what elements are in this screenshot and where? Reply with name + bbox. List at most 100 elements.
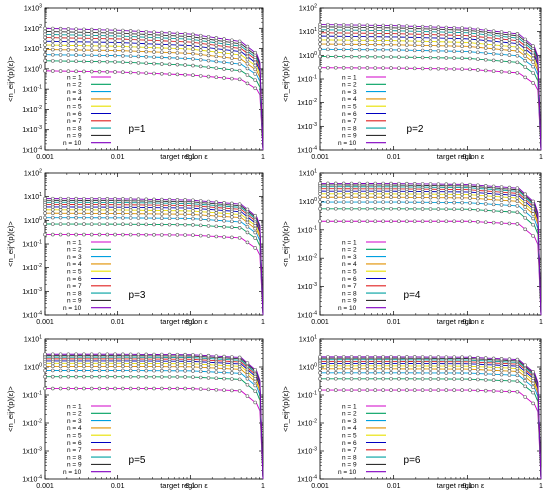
data-point xyxy=(357,28,362,33)
data-point xyxy=(191,63,195,68)
data-point xyxy=(105,222,110,226)
legend-label: n = 4 xyxy=(67,96,82,103)
data-point xyxy=(175,51,180,55)
data-point xyxy=(389,42,393,47)
data-point xyxy=(341,388,346,392)
data-point xyxy=(121,70,125,74)
data-point xyxy=(105,352,110,357)
series-6 xyxy=(318,189,542,316)
data-point xyxy=(191,369,195,373)
data-point xyxy=(499,47,504,52)
data-point xyxy=(412,200,417,204)
data-point xyxy=(183,222,187,227)
data-point xyxy=(428,207,433,211)
data-point xyxy=(491,184,496,189)
legend-label: n = 8 xyxy=(67,290,82,297)
data-point xyxy=(237,215,242,220)
data-point xyxy=(357,376,362,381)
data-point xyxy=(515,389,520,394)
data-point xyxy=(452,377,456,381)
data-point xyxy=(452,388,456,392)
series-10 xyxy=(43,352,264,480)
legend-label: n = 10 xyxy=(338,140,357,147)
data-point xyxy=(58,53,63,57)
data-point xyxy=(97,368,102,373)
chart-panel-2: 1x10-4 1x10-3 1x10-2 1x10-1 1x100 1x101 1x102 0… xyxy=(281,4,543,162)
y-tick-label: 1x10-2 xyxy=(22,263,42,272)
data-point xyxy=(491,29,496,33)
data-point xyxy=(191,223,195,227)
data-point xyxy=(74,215,78,220)
data-point xyxy=(105,28,110,32)
data-point xyxy=(507,357,512,361)
data-point xyxy=(334,34,338,39)
data-point xyxy=(357,47,362,52)
data-point xyxy=(136,352,141,357)
data-point xyxy=(128,222,133,227)
data-point xyxy=(245,230,250,235)
data-point xyxy=(121,211,125,216)
data-point xyxy=(436,56,441,60)
series-9 xyxy=(43,29,264,151)
data-point xyxy=(175,198,180,202)
data-point xyxy=(136,71,141,75)
x-tick-label: 0.1 xyxy=(462,154,472,161)
data-point xyxy=(152,42,156,46)
data-point xyxy=(144,41,148,46)
data-point xyxy=(405,48,409,52)
data-point xyxy=(444,195,449,200)
data-point xyxy=(341,367,346,371)
data-point xyxy=(198,52,203,57)
data-point xyxy=(89,40,94,44)
data-point xyxy=(515,32,520,36)
data-point xyxy=(357,388,362,392)
data-point xyxy=(476,38,480,42)
data-point xyxy=(452,182,456,187)
data-point xyxy=(357,31,362,35)
data-point xyxy=(206,199,211,204)
data-point xyxy=(326,38,330,42)
data-point xyxy=(105,232,110,237)
data-point xyxy=(245,394,250,398)
data-point xyxy=(460,219,464,224)
data-point xyxy=(167,386,172,391)
series-4 xyxy=(43,47,264,151)
data-point xyxy=(160,375,164,379)
data-point xyxy=(476,196,480,201)
data-point xyxy=(341,34,346,39)
data-point xyxy=(341,38,346,42)
data-point xyxy=(43,59,47,63)
data-point xyxy=(121,216,125,220)
data-point xyxy=(97,27,102,32)
data-point xyxy=(82,222,86,226)
data-point xyxy=(82,69,86,74)
data-point xyxy=(334,195,338,200)
data-point xyxy=(43,43,47,47)
data-point xyxy=(365,206,370,211)
data-point xyxy=(152,55,156,59)
data-point xyxy=(175,352,180,357)
series-5 xyxy=(43,361,264,480)
data-point xyxy=(58,352,63,357)
data-point xyxy=(460,371,464,375)
data-point xyxy=(113,34,117,38)
data-point xyxy=(365,371,370,375)
data-point xyxy=(183,364,187,369)
data-point xyxy=(222,60,226,65)
data-point xyxy=(452,44,456,48)
data-point xyxy=(136,386,141,391)
data-point xyxy=(136,61,141,65)
data-point xyxy=(237,68,242,73)
data-point xyxy=(74,386,78,391)
data-point xyxy=(175,208,180,213)
data-point xyxy=(381,388,385,392)
data-point xyxy=(468,67,472,72)
data-point xyxy=(43,352,47,357)
data-point xyxy=(420,55,425,60)
data-point xyxy=(113,40,117,45)
data-point xyxy=(230,52,234,56)
data-point xyxy=(105,368,110,373)
data-point xyxy=(214,218,219,223)
data-point xyxy=(460,33,464,38)
data-point xyxy=(66,48,71,52)
